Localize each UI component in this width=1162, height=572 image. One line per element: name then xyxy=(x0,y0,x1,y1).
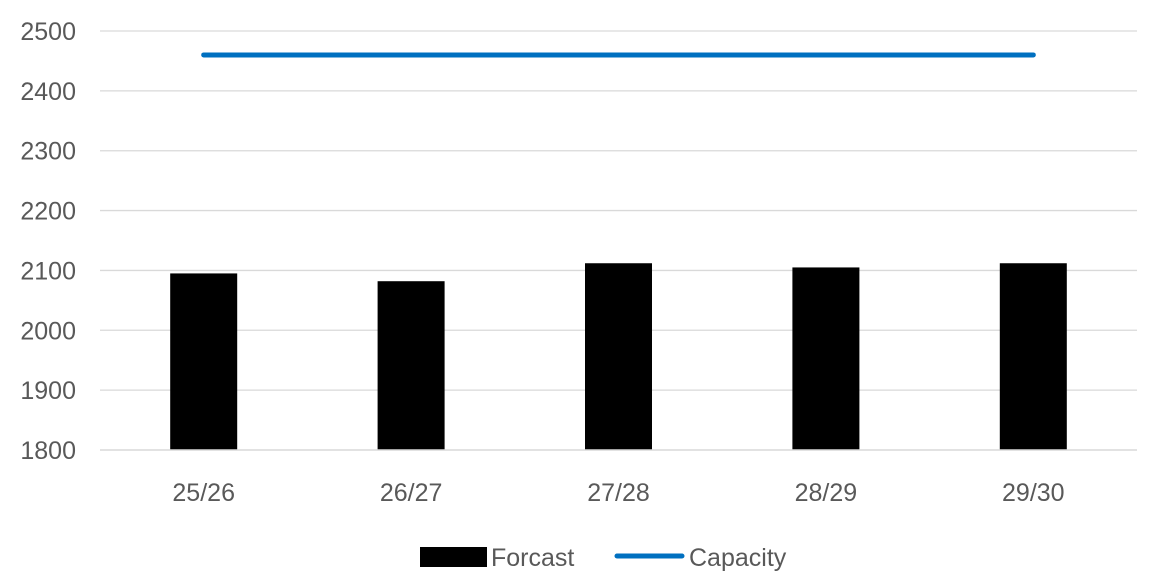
x-tick-label: 28/29 xyxy=(795,479,858,507)
y-tick-label: 1800 xyxy=(20,437,76,465)
y-tick-label: 2100 xyxy=(20,257,76,285)
legend-swatch-forcast xyxy=(420,547,487,567)
y-tick-label: 2200 xyxy=(20,198,76,226)
x-tick-label: 27/28 xyxy=(587,479,650,507)
y-tick-label: 2000 xyxy=(20,317,76,345)
bar-forcast xyxy=(999,263,1067,450)
bar-forcast xyxy=(792,267,860,450)
y-tick-label: 2500 xyxy=(20,18,76,46)
bar-forcast xyxy=(377,281,445,450)
x-tick-label: 26/27 xyxy=(380,479,443,507)
y-tick-label: 2300 xyxy=(20,138,76,166)
x-tick-label: 29/30 xyxy=(1002,479,1065,507)
legend-label-forcast: Forcast xyxy=(491,544,574,572)
bar-forcast xyxy=(170,273,238,450)
forcast-bars xyxy=(170,263,1067,450)
x-axis-ticks: 25/26 26/27 27/28 28/29 29/30 xyxy=(172,479,1064,507)
y-tick-label: 2400 xyxy=(20,78,76,106)
legend: Forcast Capacity xyxy=(420,544,787,572)
y-tick-label: 1900 xyxy=(20,377,76,405)
bar-forcast xyxy=(585,263,652,450)
y-axis-ticks: 1800 1900 2000 2100 2200 2300 2400 2500 xyxy=(20,18,76,465)
x-tick-label: 25/26 xyxy=(172,479,235,507)
legend-label-capacity: Capacity xyxy=(689,544,787,572)
